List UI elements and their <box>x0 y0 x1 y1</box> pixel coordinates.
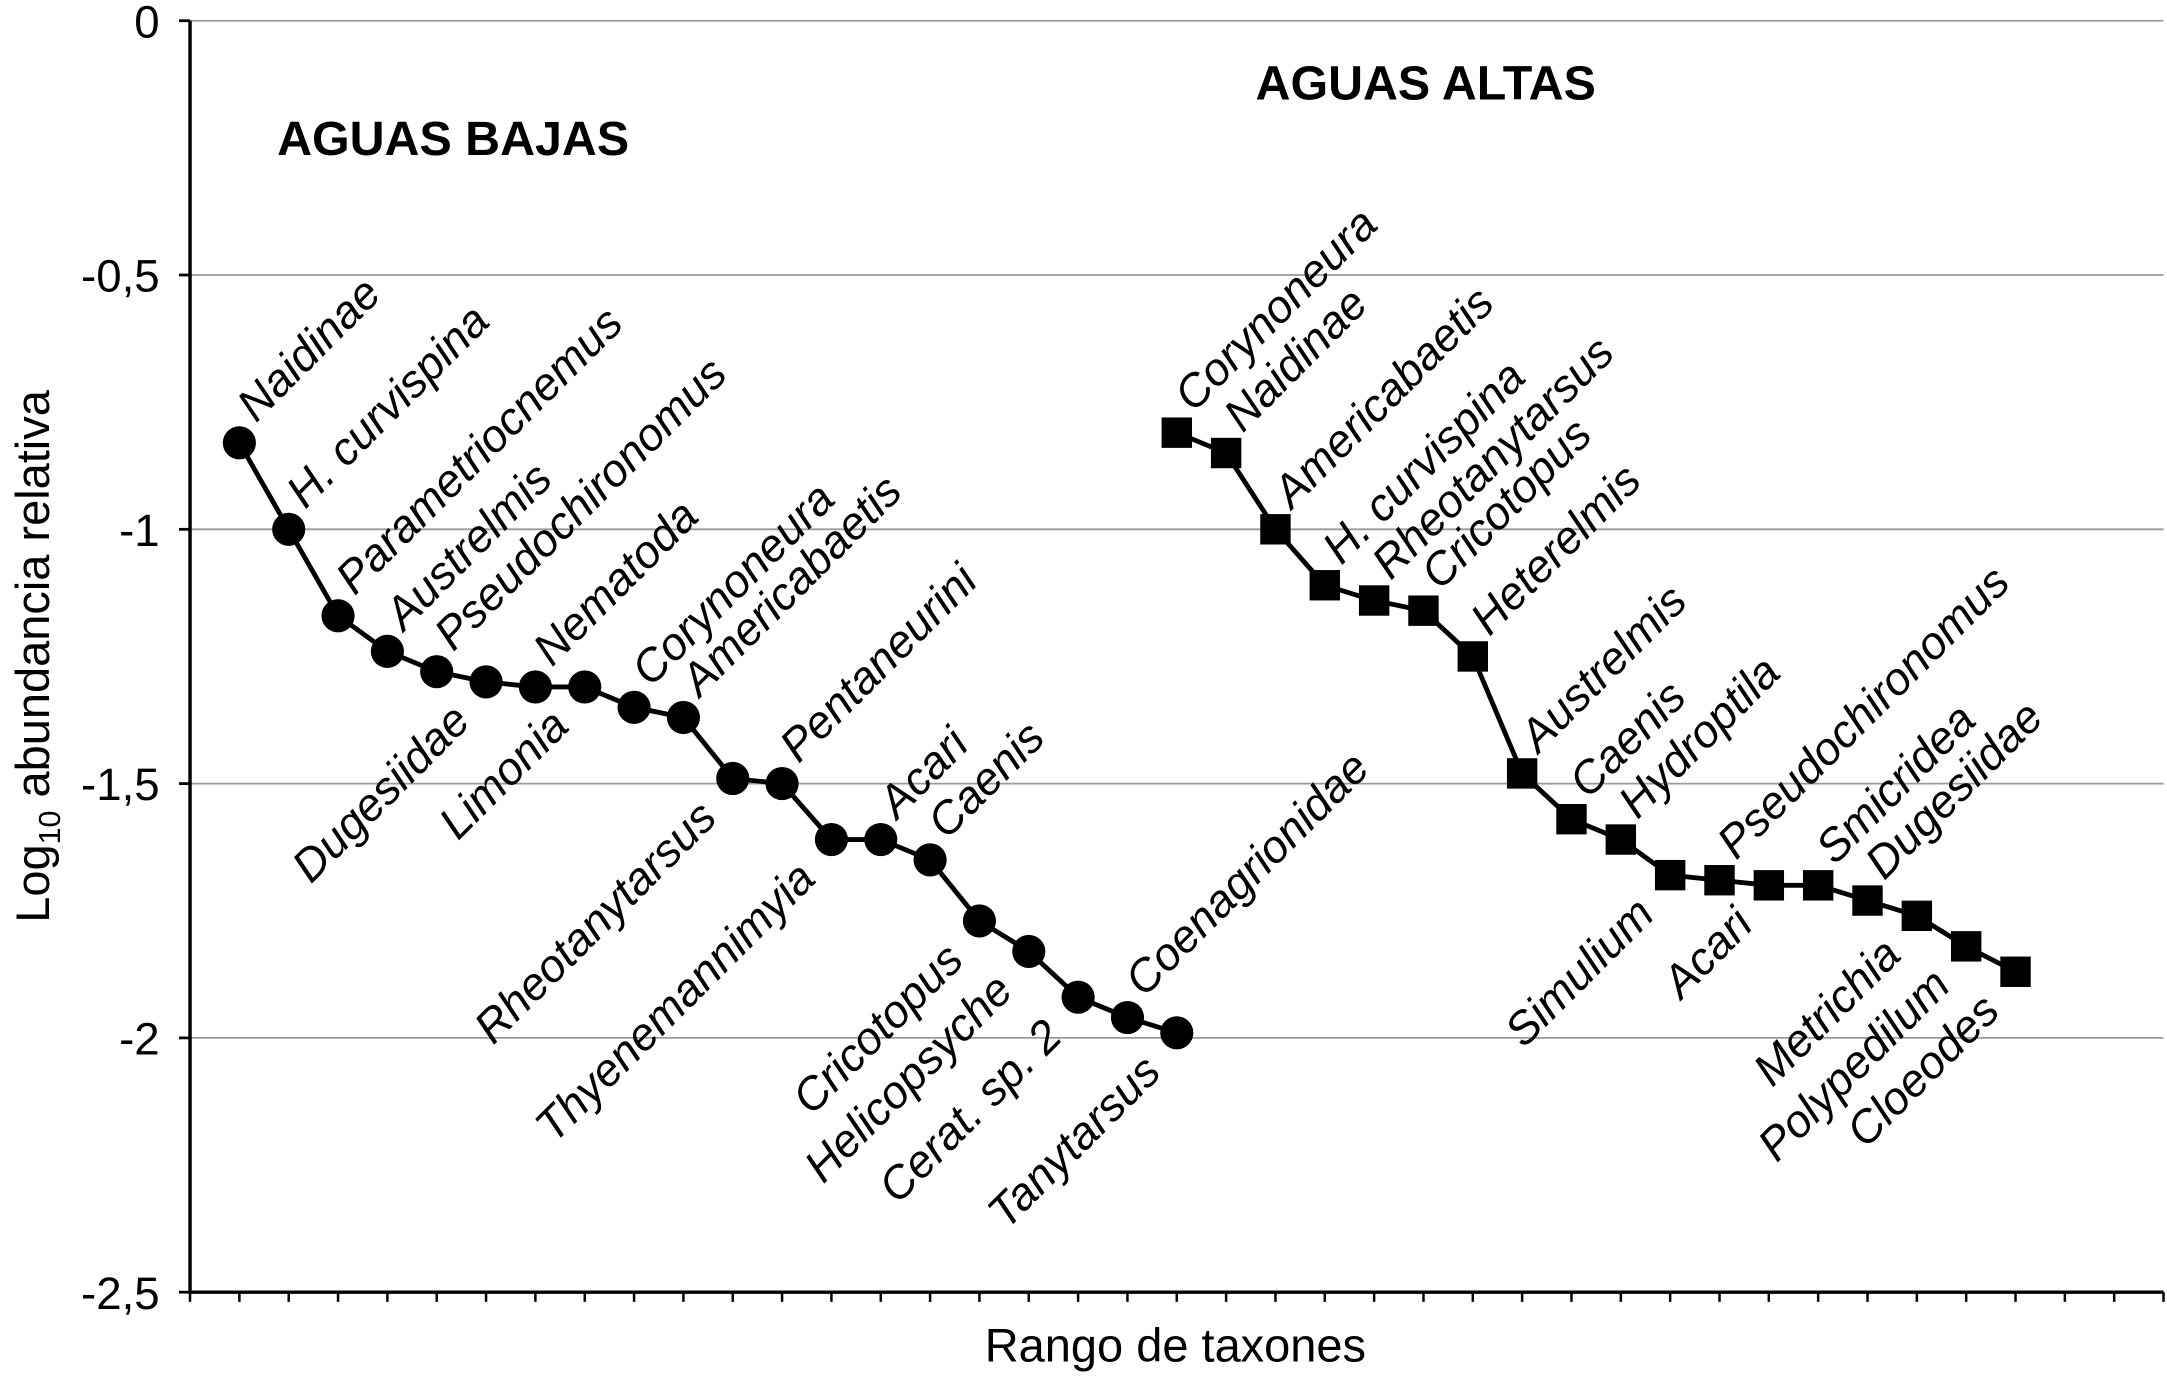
data-point <box>321 599 355 633</box>
y-axis-label-rest: abundancia relativa <box>6 389 59 810</box>
data-point <box>913 843 947 877</box>
data-point <box>617 690 651 724</box>
data-point <box>1260 514 1291 545</box>
data-point <box>1852 885 1883 916</box>
data-label: Simulium <box>1495 888 1664 1057</box>
data-point <box>962 904 997 938</box>
data-point <box>1556 803 1587 835</box>
series-title-aguas-altas: AGUAS ALTAS <box>1256 57 1596 111</box>
data-point <box>1950 931 1982 962</box>
data-point <box>864 822 898 857</box>
y-tick-label: -0,5 <box>81 251 160 302</box>
y-tick-label: -2,5 <box>81 1268 160 1319</box>
series-title-aguas-bajas: AGUAS BAJAS <box>277 112 629 166</box>
data-point <box>1160 1016 1194 1050</box>
data-point <box>1457 641 1489 672</box>
data-point <box>1061 980 1095 1014</box>
data-point <box>1358 585 1390 616</box>
data-point <box>1210 437 1242 469</box>
data-point <box>1161 417 1192 448</box>
axes: 0 -0,5 -1 -1,5 -2 -2,5 <box>81 0 2165 1319</box>
data-point <box>469 665 503 699</box>
data-point <box>518 670 552 704</box>
data-point <box>1802 870 1834 901</box>
y-tick-label: -2 <box>119 1013 160 1064</box>
data-point <box>1605 824 1637 855</box>
data-point <box>1654 859 1686 891</box>
data-point <box>1012 934 1046 969</box>
x-axis-label: Rango de taxones <box>985 1318 1366 1371</box>
data-point <box>272 512 306 546</box>
data-point <box>814 822 849 857</box>
data-point <box>420 655 454 689</box>
y-axis-label: Log10 abundancia relativa <box>6 389 67 922</box>
data-point <box>568 670 602 704</box>
y-tick-label: -1 <box>119 505 160 556</box>
data-point <box>1408 595 1439 626</box>
data-point <box>1506 758 1538 789</box>
y-axis-label-main: Log <box>6 844 59 922</box>
data-label: Coenagrionidae <box>1115 742 1379 1006</box>
data-point <box>370 634 404 668</box>
y-axis-label-sub: 10 <box>33 811 67 845</box>
data-label: Acari <box>1650 896 1763 1009</box>
data-point <box>716 761 750 796</box>
data-point <box>1704 865 1735 896</box>
data-label: Thyenemannimyia <box>525 852 824 1151</box>
data-point <box>666 700 700 735</box>
data-point <box>2000 956 2031 987</box>
data-point <box>1901 900 1933 932</box>
y-tick-label: 0 <box>134 0 159 47</box>
y-tick-label: -1,5 <box>81 759 160 810</box>
data-point <box>1309 570 1340 601</box>
data-point <box>222 426 256 460</box>
data-point <box>1110 1000 1145 1035</box>
data-point <box>1753 870 1785 901</box>
data-point <box>765 767 799 801</box>
